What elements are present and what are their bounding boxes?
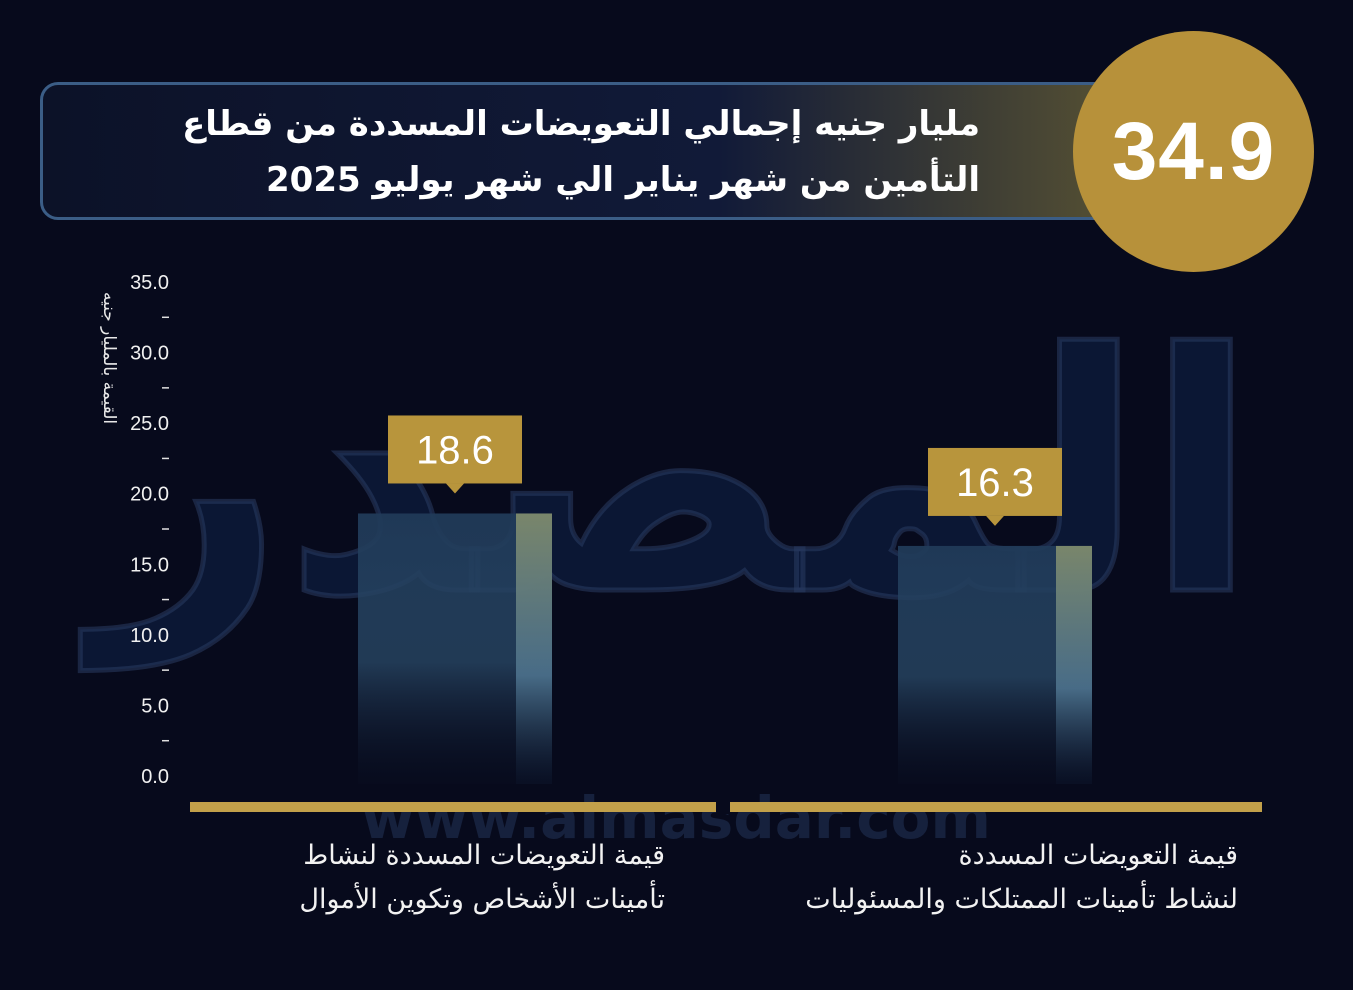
category-label-2: قيمة التعويضات المسددة لنشاط تأمينات الم…	[700, 834, 1238, 922]
category-label-1-line-1: قيمة التعويضات المسددة لنشاط	[303, 840, 665, 871]
y-tick-label: 35.0	[130, 272, 169, 294]
y-axis: 0.0 5.0 10.0 15.0 20.0 25.0 30.0 35.0	[130, 272, 169, 788]
category-label-1-line-2: تأمينات الأشخاص وتكوين الأموال	[299, 884, 665, 915]
bars-group: 18.6 16.3	[358, 415, 1092, 784]
y-tick-label: 0.0	[141, 766, 169, 788]
category-label-2-line-2: لنشاط تأمينات الممتلكات والمسئوليات	[805, 884, 1238, 915]
data-label-box	[388, 415, 522, 484]
y-tick-label: 25.0	[130, 413, 169, 435]
y-tick-label: 10.0	[130, 625, 169, 647]
category-label-1: قيمة التعويضات المسددة لنشاط تأمينات الأ…	[150, 834, 665, 922]
data-label-pointer	[986, 515, 1004, 526]
x-axis-gap	[716, 800, 730, 814]
data-label: 16.3	[956, 461, 1034, 505]
page-title: مليار جنيه إجمالي التعويضات المسددة من ق…	[150, 96, 980, 208]
data-label-box	[928, 447, 1062, 516]
category-label-2-line-1: قيمة التعويضات المسددة	[958, 840, 1239, 871]
bar-highlight	[516, 513, 552, 784]
bar-highlight	[1056, 545, 1092, 784]
title-line-2: التأمين من شهر يناير الي شهر يوليو 2025	[266, 160, 980, 200]
title-line-1: مليار جنيه إجمالي التعويضات المسددة من ق…	[182, 104, 980, 144]
y-tick-label: 20.0	[130, 484, 169, 506]
total-badge: 34.9	[1073, 31, 1314, 272]
total-value: 34.9	[1111, 105, 1276, 197]
watermark-url: www.almasdar.com	[361, 784, 991, 852]
header-banner	[40, 82, 1170, 220]
y-tick-label: 15.0	[130, 554, 169, 576]
y-tick-label: 30.0	[130, 343, 169, 365]
data-label: 18.6	[416, 428, 494, 472]
data-label-pointer	[446, 483, 464, 494]
y-tick-label: 5.0	[141, 695, 169, 717]
y-axis-title: القيمة بالمليار جنيه	[99, 292, 119, 424]
